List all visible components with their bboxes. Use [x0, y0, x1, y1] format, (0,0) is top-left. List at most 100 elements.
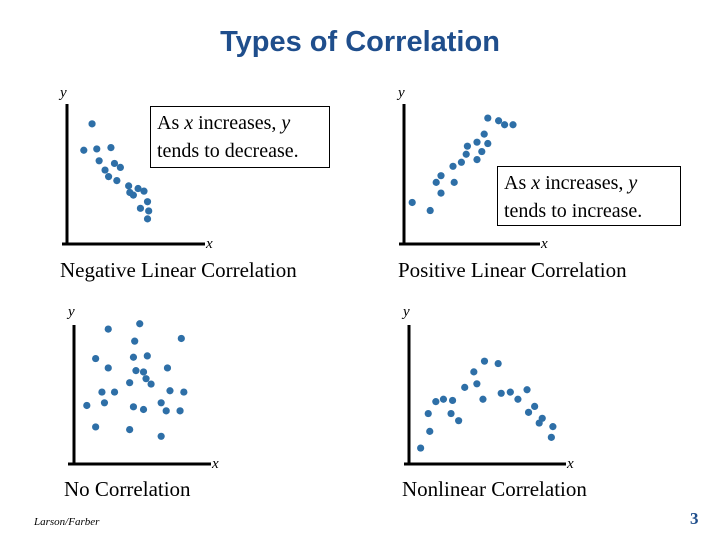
caption-positive: Positive Linear Correlation — [398, 258, 627, 282]
note-text: tends to decrease. — [157, 140, 299, 162]
caption-negative: Negative Linear Correlation — [60, 258, 297, 282]
panel-nonlinear: y x Nonlinear Correlation — [401, 304, 587, 501]
data-point — [470, 368, 478, 376]
y-axis-label: y — [66, 304, 75, 320]
data-point — [116, 163, 124, 171]
data-point — [131, 337, 139, 345]
data-point — [180, 388, 188, 396]
data-point — [126, 426, 134, 434]
data-point — [432, 178, 440, 186]
data-point — [100, 399, 109, 407]
data-point — [437, 189, 445, 197]
note-text: As — [157, 112, 185, 134]
data-point — [143, 198, 152, 206]
data-point — [98, 388, 106, 396]
panel-negative: y x Negative Linear Correlation — [58, 85, 297, 282]
page-number: 3 — [690, 509, 699, 528]
data-point — [157, 399, 165, 407]
data-point — [473, 138, 481, 146]
data-point — [147, 380, 155, 388]
data-point — [93, 145, 101, 153]
data-point — [437, 172, 445, 180]
data-point — [479, 395, 487, 403]
data-point — [549, 423, 557, 431]
data-point — [531, 402, 539, 410]
data-point — [177, 334, 185, 343]
data-point — [129, 353, 138, 361]
data-point — [455, 417, 463, 425]
data-point — [104, 173, 113, 181]
data-point — [463, 142, 471, 150]
points-positive — [408, 114, 517, 215]
data-point — [83, 401, 91, 410]
data-point — [478, 147, 486, 156]
data-point — [139, 405, 148, 414]
data-point — [524, 408, 533, 416]
y-axis-label: y — [396, 85, 405, 101]
points-none — [83, 320, 188, 440]
data-point — [439, 395, 448, 403]
data-point — [497, 389, 505, 397]
data-point — [95, 157, 103, 165]
data-point — [473, 156, 481, 164]
data-point — [432, 398, 440, 406]
data-point — [92, 354, 100, 363]
author-credit: Larson/Farber — [34, 516, 100, 528]
data-point — [461, 383, 469, 391]
note-text: As — [504, 172, 532, 194]
note-positive: As x increases, y tends to increase. — [497, 166, 681, 226]
data-point — [450, 178, 458, 186]
points-nonlinear — [417, 357, 557, 452]
x-axis-label: x — [566, 456, 574, 472]
panel-positive: y x Positive Linear Correlation — [396, 85, 627, 282]
data-point — [480, 130, 488, 138]
data-point — [462, 150, 470, 158]
data-point — [514, 395, 522, 403]
x-axis-label: x — [211, 456, 219, 472]
x-axis-label: x — [540, 236, 548, 252]
note-var-y: y — [628, 172, 638, 194]
data-point — [509, 121, 517, 129]
data-point — [129, 403, 138, 411]
data-point — [125, 182, 133, 190]
data-point — [484, 114, 492, 122]
data-point — [473, 380, 481, 388]
data-point — [129, 191, 137, 199]
data-point — [506, 388, 514, 396]
data-point — [104, 364, 112, 372]
data-point — [457, 158, 465, 166]
data-point — [417, 444, 425, 452]
note-var-x: x — [531, 172, 541, 194]
caption-nonlinear: Nonlinear Correlation — [402, 477, 587, 501]
data-point — [480, 357, 489, 365]
data-point — [136, 204, 145, 212]
data-point — [495, 117, 503, 125]
data-point — [448, 396, 457, 405]
data-point — [408, 198, 416, 207]
panel-none: y x No Correlation — [64, 304, 219, 501]
data-point — [104, 325, 112, 333]
data-point — [136, 320, 144, 328]
note-negative: As x increases, y tends to decrease. — [150, 106, 330, 168]
data-point — [162, 407, 170, 415]
data-point — [535, 419, 543, 427]
data-point — [126, 379, 134, 387]
x-axis-label: x — [205, 236, 213, 252]
data-point — [143, 215, 152, 223]
data-point — [101, 166, 109, 174]
data-point — [88, 120, 96, 128]
data-point — [494, 359, 502, 368]
note-text: tends to increase. — [504, 200, 643, 222]
data-point — [426, 206, 434, 215]
data-point — [134, 184, 142, 193]
note-text: increases, — [540, 172, 629, 194]
data-point — [157, 432, 165, 440]
data-point — [110, 159, 119, 168]
data-point — [140, 187, 148, 195]
data-point — [142, 375, 150, 383]
y-axis-label: y — [401, 304, 410, 320]
data-point — [163, 364, 172, 372]
note-text: increases, — [193, 112, 282, 134]
data-point — [110, 388, 119, 396]
